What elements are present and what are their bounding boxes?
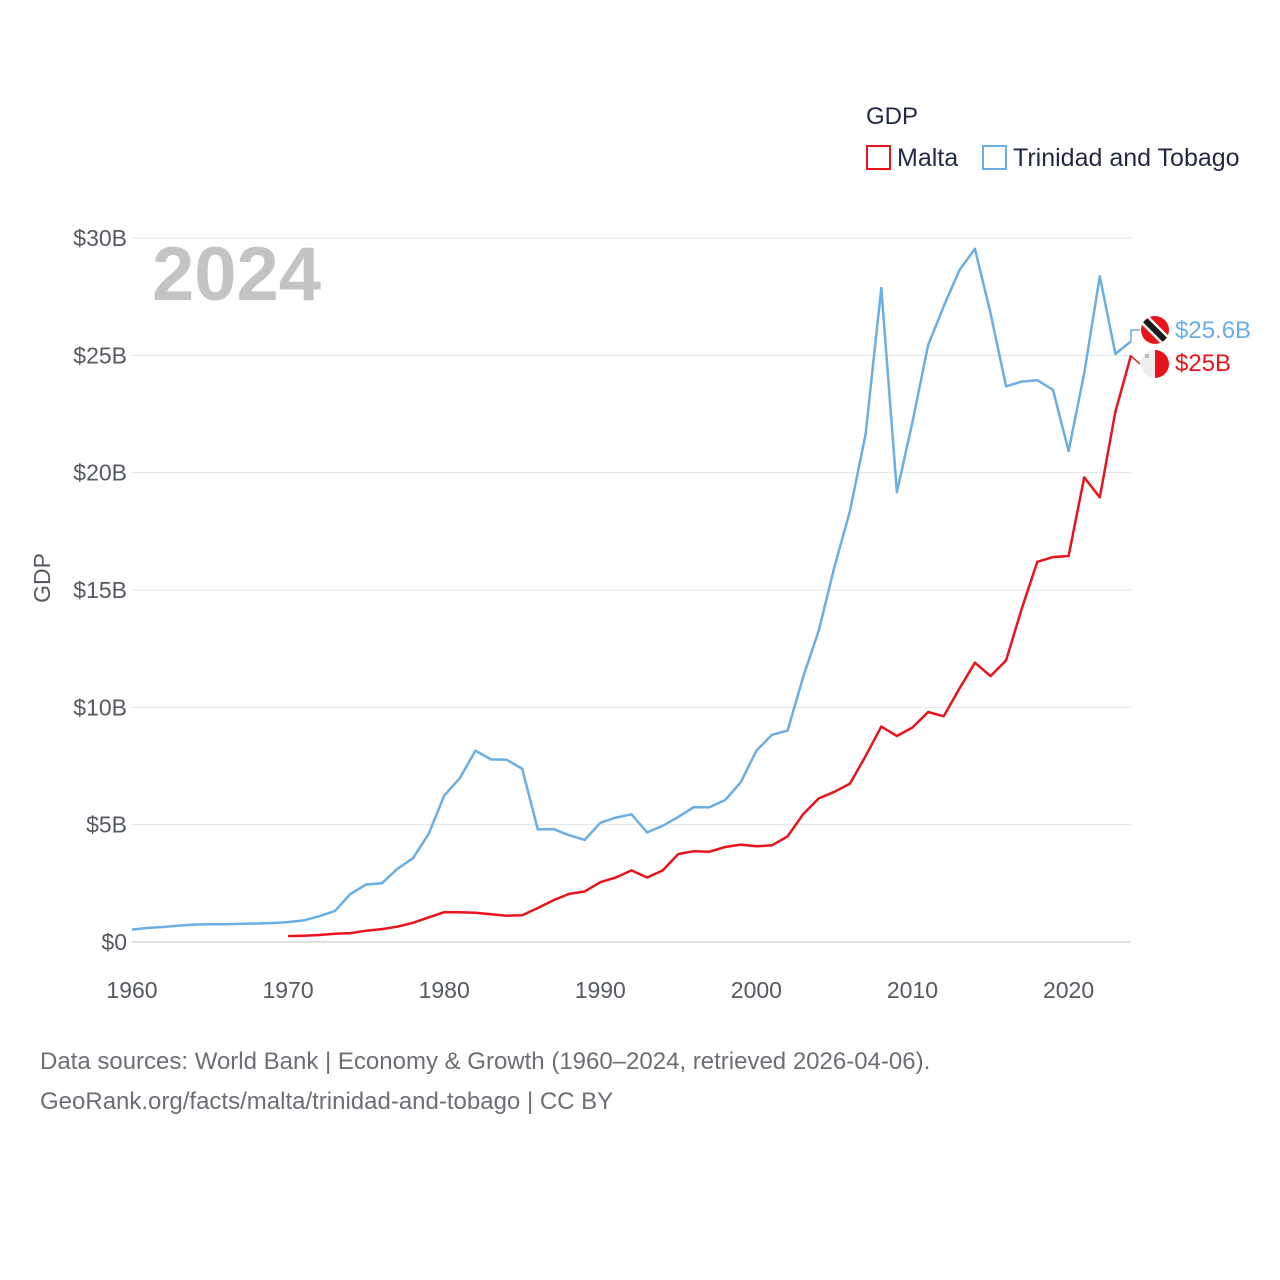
legend-label-trinidad-and-tobago: Trinidad and Tobago xyxy=(1013,144,1240,172)
y-axis-label: GDP xyxy=(29,553,55,603)
x-tick-label: 1980 xyxy=(419,977,470,1003)
series-line-malta xyxy=(288,354,1133,938)
x-tick-label: 2000 xyxy=(731,977,782,1003)
y-tick-label: $15B xyxy=(73,577,127,603)
legend-swatch-trinidad-and-tobago xyxy=(982,145,1007,170)
y-tick-label: $10B xyxy=(73,694,127,720)
legend-title: GDP xyxy=(866,103,918,130)
x-tick-label: 1990 xyxy=(575,977,626,1003)
series-line-trinidad-and-tobago xyxy=(131,247,1132,931)
legend-label-malta: Malta xyxy=(897,144,958,172)
y-tick-label: $0 xyxy=(101,929,127,955)
malta-end-value-label: $25B xyxy=(1175,350,1231,377)
trinidad-and-tobago-flag-icon xyxy=(1141,316,1169,344)
legend: GDP Malta Trinidad and Tobago xyxy=(866,103,1240,172)
malta-end-connector xyxy=(1130,355,1141,365)
y-tick-label: $30B xyxy=(73,225,127,251)
legend-swatch-malta xyxy=(866,145,891,170)
malta-flag-icon xyxy=(1141,350,1169,378)
data-sources-text: Data sources: World Bank | Economy & Gro… xyxy=(40,1048,931,1075)
x-tick-label: 1970 xyxy=(263,977,314,1003)
gridlines xyxy=(132,237,1131,826)
x-tick-label: 1960 xyxy=(106,977,157,1003)
trinidad-end-value-label: $25.6B xyxy=(1175,317,1251,344)
year-label: 2024 xyxy=(152,232,321,317)
source-url-text: GeoRank.org/facts/malta/trinidad-and-tob… xyxy=(40,1088,614,1115)
series-lines xyxy=(131,247,1133,938)
y-tick-label: $20B xyxy=(73,460,127,486)
y-tick-label: $5B xyxy=(86,812,127,838)
x-tick-label: 2020 xyxy=(1043,977,1094,1003)
trinidad-end-connector xyxy=(1130,329,1140,341)
y-tick-label: $25B xyxy=(73,342,127,368)
footer: Data sources: World Bank | Economy & Gro… xyxy=(40,1042,930,1122)
x-axis-ticks: 1960 1970 1980 1990 2000 2010 2020 xyxy=(106,977,1094,1003)
x-tick-label: 2010 xyxy=(887,977,938,1003)
y-axis-ticks: $0 $5B $10B $15B $20B $25B $30B xyxy=(73,225,127,955)
